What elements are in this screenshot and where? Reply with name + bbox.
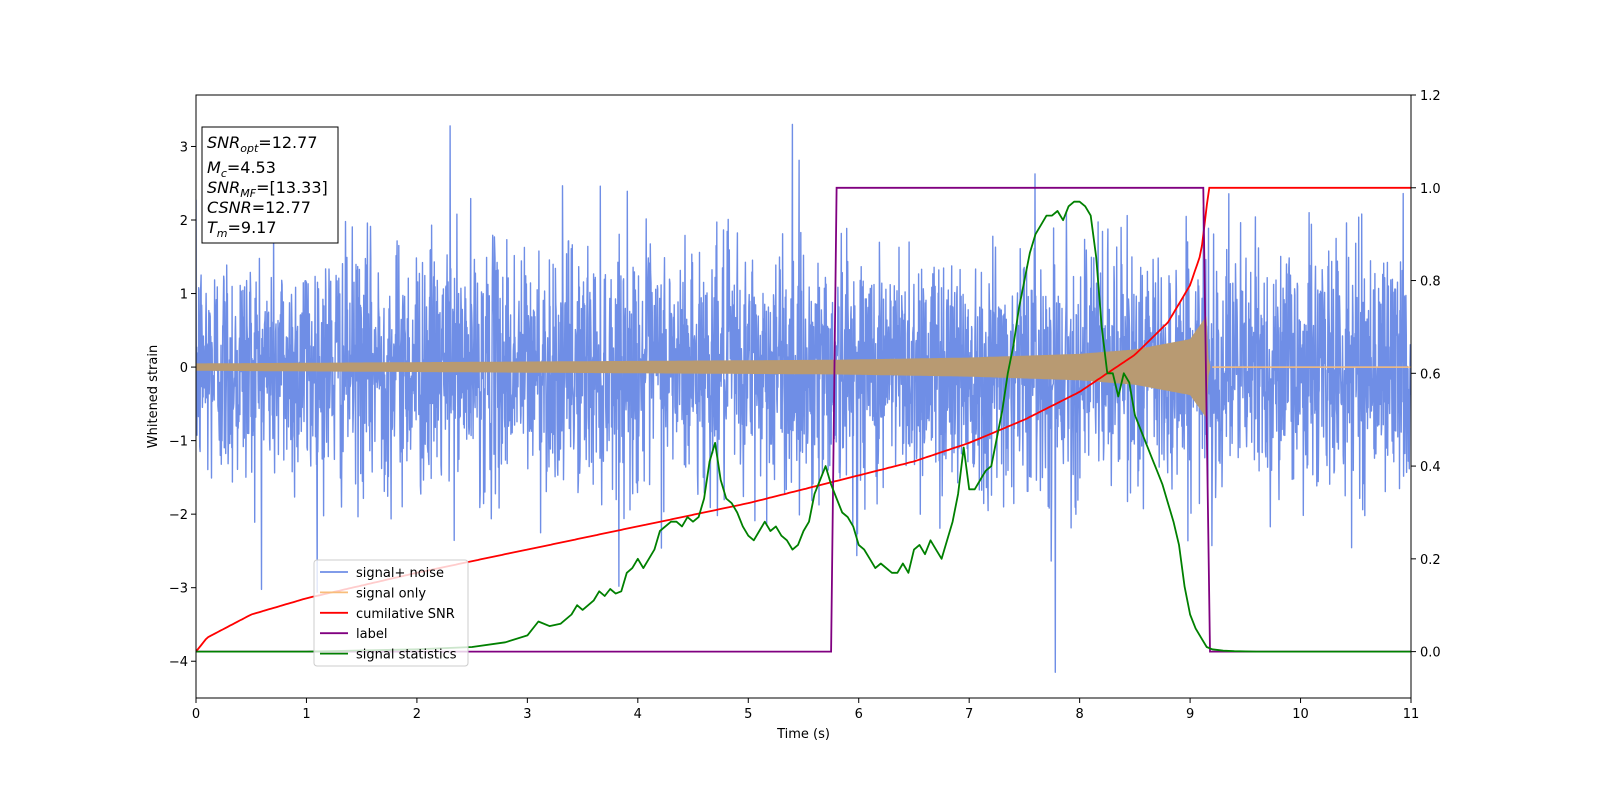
- legend-label: label: [356, 627, 387, 642]
- y2-tick-label: 1.2: [1420, 89, 1441, 104]
- x-tick-label: 6: [855, 707, 863, 722]
- series-signal-only-band: [196, 315, 1411, 419]
- x-tick-label: 8: [1075, 707, 1083, 722]
- axes: 0 1 2 3 4 5 6 7 8 9 10 11 −4 −3 −2 −1 0 1 2 3 0.0 0.2 0.4 0.6 0.…: [169, 89, 1441, 722]
- y-tick-label: 2: [180, 214, 188, 229]
- x-tick-label: 4: [634, 707, 642, 722]
- y-axis-title: Whitened strain: [146, 345, 161, 448]
- info-tm-value: =9.17: [228, 218, 277, 237]
- x-tick-label: 3: [523, 707, 531, 722]
- info-snr-mf: SNRMF=[13.33]: [207, 178, 328, 200]
- series-signal-statistics-line: [196, 200, 1411, 653]
- info-box: SNRopt=12.77 Mc=4.53 SNRMF=[13.33] CSNR=…: [201, 126, 339, 244]
- y2-tick-label: 0.2: [1420, 553, 1441, 568]
- y-tick-label: 3: [180, 140, 188, 155]
- legend-label: signal statistics: [356, 648, 457, 663]
- y2-tick-label: 1.0: [1420, 182, 1441, 197]
- x-tick-label: 11: [1403, 707, 1420, 722]
- y2-tick-label: 0.0: [1420, 646, 1441, 661]
- legend-label: cumilative SNR: [356, 607, 455, 622]
- info-csnr-name: CSNR: [207, 198, 252, 217]
- info-snr-mf-value: =[13.33]: [256, 178, 328, 197]
- y-tick-label: −2: [169, 508, 188, 523]
- x-tick-label: 5: [744, 707, 752, 722]
- x-axis-title: Time (s): [776, 727, 830, 742]
- y2-tick-label: 0.6: [1420, 367, 1441, 382]
- info-snr-opt-sub: opt: [240, 142, 259, 155]
- info-csnr: CSNR=12.77: [207, 198, 311, 217]
- x-tick-label: 0: [192, 707, 200, 722]
- info-snr-opt: SNRopt=12.77: [207, 133, 318, 155]
- legend-label: signal+ noise: [356, 566, 444, 581]
- info-mc-name: M: [207, 158, 221, 177]
- info-tm: Tm=9.17: [207, 218, 277, 240]
- x-tick-label: 2: [413, 707, 421, 722]
- info-csnr-value: =12.77: [252, 198, 311, 217]
- x-tick-label: 9: [1186, 707, 1194, 722]
- info-snr-mf-name: SNR: [207, 178, 240, 197]
- y2-tick-label: 0.4: [1420, 460, 1441, 475]
- legend: signal+ noise signal only cumilative SNR la…: [313, 559, 469, 667]
- info-snr-mf-sub: MF: [240, 187, 256, 200]
- info-snr-opt-value: =12.77: [258, 133, 317, 152]
- y-tick-label: −1: [169, 435, 188, 450]
- series-signal-noise-line: [196, 123, 1411, 673]
- x-tick-label: 1: [302, 707, 310, 722]
- y-tick-label: 0: [180, 361, 188, 376]
- y-tick-label: 1: [180, 288, 188, 303]
- info-mc-value: =4.53: [227, 158, 276, 177]
- axes-frame: [195, 94, 1412, 699]
- info-mc: Mc=4.53: [207, 158, 276, 180]
- legend-frame: [313, 559, 469, 667]
- legend-label: signal only: [356, 586, 426, 601]
- y-tick-label: −3: [169, 582, 188, 597]
- info-tm-name: T: [207, 218, 218, 237]
- info-box-frame: [201, 126, 339, 244]
- info-mc-sub: c: [221, 167, 227, 180]
- y-tick-label: −4: [169, 655, 188, 670]
- x-tick-label: 10: [1292, 707, 1309, 722]
- y2-tick-label: 0.8: [1420, 275, 1441, 290]
- info-tm-sub: m: [217, 227, 228, 240]
- info-snr-opt-name: SNR: [207, 133, 240, 152]
- x-tick-label: 7: [965, 707, 973, 722]
